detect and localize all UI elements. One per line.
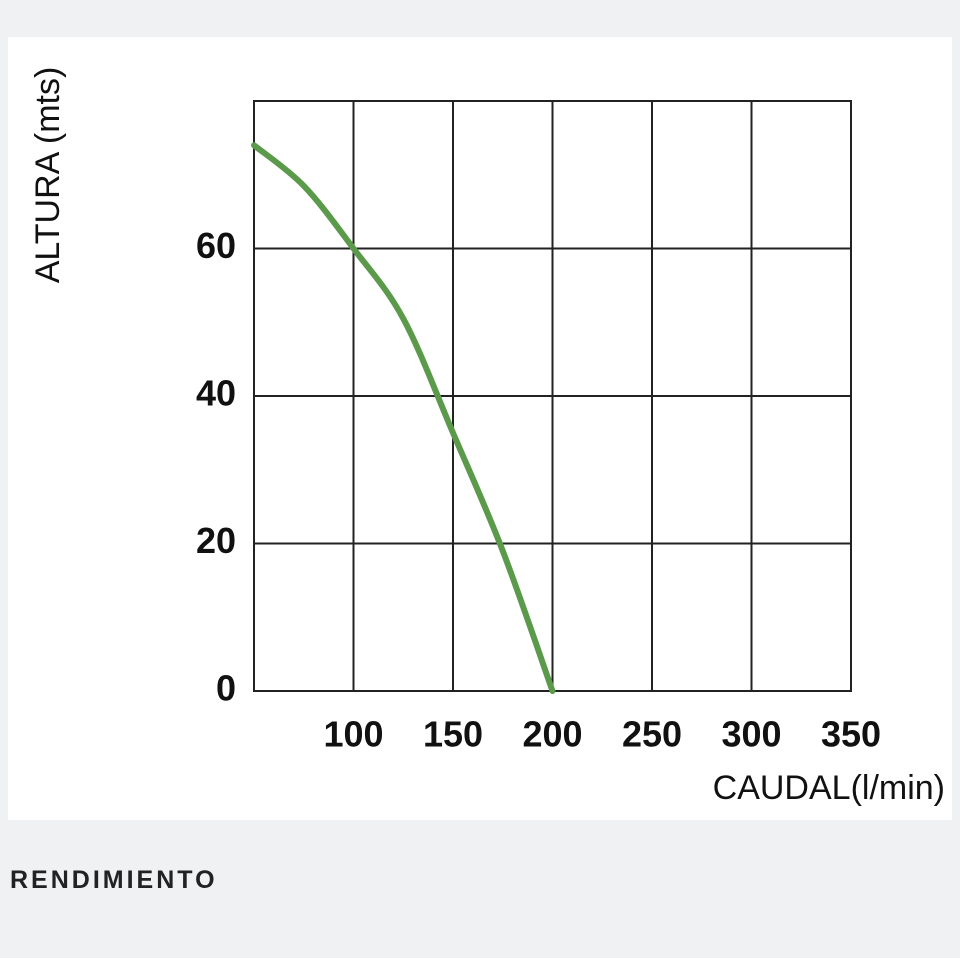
y-axis-title: ALTURA (mts) xyxy=(29,67,67,284)
x-tick-label: 150 xyxy=(423,714,483,755)
caption: RENDIMIENTO xyxy=(10,866,218,894)
y-tick-label: 40 xyxy=(196,373,236,414)
x-tick-label: 100 xyxy=(323,714,383,755)
x-axis-title: CAUDAL(l/min) xyxy=(713,769,945,807)
x-tick-label: 200 xyxy=(522,714,582,755)
y-tick-label: 0 xyxy=(216,668,236,709)
y-tick-label: 20 xyxy=(196,520,236,561)
x-tick-label: 300 xyxy=(721,714,781,755)
x-tick-label: 250 xyxy=(622,714,682,755)
card xyxy=(8,37,952,820)
curve xyxy=(251,142,556,694)
x-tick-label: 350 xyxy=(821,714,881,755)
y-tick-label: 60 xyxy=(196,225,236,266)
